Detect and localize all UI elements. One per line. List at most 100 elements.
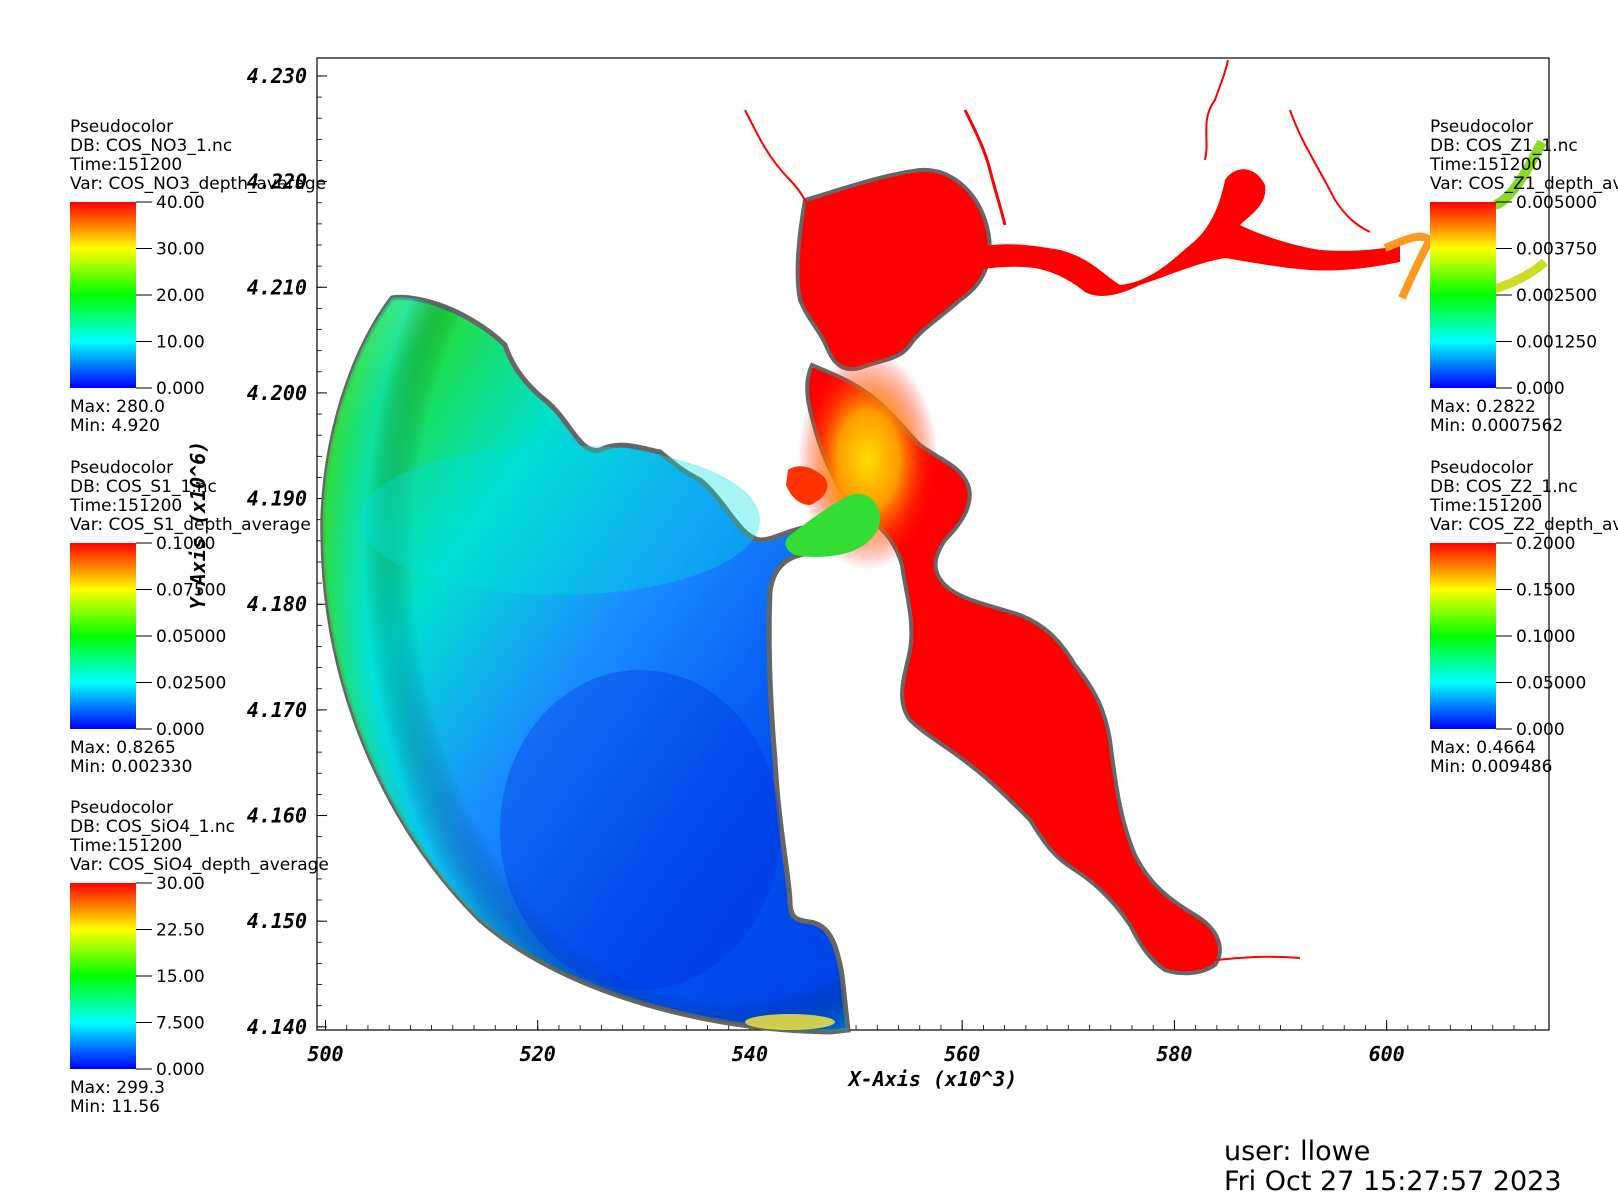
golden-gate-strait (785, 493, 881, 557)
legend-time: Time:151200 (69, 155, 182, 175)
colorbar-tick-label: 20.00 (156, 286, 205, 306)
colorbar-tick-label: 0.1000 (1516, 627, 1575, 647)
estuary-map (320, 59, 1548, 1035)
sacramento-river (1204, 59, 1229, 161)
colorbar-tick-label: 0.05000 (156, 627, 226, 647)
colorbar-tick-label: 0.07500 (156, 581, 226, 601)
footer: user: llowe Fri Oct 27 15:27:57 2023 (1224, 1136, 1562, 1197)
san-joaquin-channel (1289, 109, 1371, 233)
colorbar (1430, 543, 1496, 729)
plot-frame (316, 57, 1550, 1031)
legend-time: Time:151200 (1429, 496, 1542, 516)
colorbar (70, 202, 136, 388)
legend-db: DB: COS_Z2_1.nc (1430, 477, 1578, 497)
ocean-cyan-band (360, 445, 760, 595)
north-river-channel (744, 109, 811, 211)
legend-type: Pseudocolor (70, 798, 173, 818)
legend-time: Time:151200 (1429, 155, 1542, 175)
colorbar (70, 883, 136, 1069)
colorbar-tick-label: 0.000 (156, 379, 205, 399)
y-tick-label: 4.170 (247, 698, 307, 722)
y-tick-label: 4.160 (247, 804, 307, 828)
suisun-channel (970, 169, 1400, 296)
colorbar-tick-label: 0.1000 (156, 534, 215, 554)
colorbar-tick-label: 0.000 (156, 1060, 205, 1080)
colorbar (70, 543, 136, 729)
ocean-deep-blue (500, 670, 780, 990)
x-tick-label: 520 (520, 1042, 556, 1066)
marin-peninsula-inlet (786, 466, 828, 505)
ocean-rim-shading (322, 297, 848, 1032)
legend-min: Min: 4.920 (70, 416, 160, 436)
legend-var: Var: COS_Z1_depth_average (1430, 174, 1618, 194)
x-tick-label: 560 (944, 1042, 980, 1066)
legend-max: Max: 280.0 (70, 397, 165, 417)
southern-green-edge (745, 1014, 835, 1030)
legend-min: Min: 0.002330 (70, 757, 192, 777)
legend-max: Max: 0.8265 (70, 738, 176, 758)
y-tick-label: 4.150 (247, 909, 307, 933)
colorbar-tick-label: 22.50 (156, 921, 205, 941)
y-tick-label: 4.210 (247, 275, 307, 299)
colorbar-tick-label: 0.1500 (1516, 581, 1575, 601)
y-tick-label: 4.220 (247, 170, 307, 194)
colorbar-tick-label: 15.00 (156, 967, 205, 987)
x-tick-label: 580 (1156, 1042, 1192, 1066)
colorbar-tick-label: 0.2000 (1516, 534, 1575, 554)
legend-var: Var: COS_S1_depth_average (70, 515, 311, 535)
legend-db: DB: COS_S1_1.nc (70, 477, 217, 497)
legend-min: Min: 0.009486 (1430, 757, 1552, 777)
legend-var: Var: COS_SiO4_depth_average (70, 855, 329, 875)
delta-orange (1383, 232, 1436, 300)
legend-db: DB: COS_SiO4_1.nc (70, 817, 235, 837)
user-label: user: llowe (1224, 1136, 1370, 1167)
y-axis-title: Y-Axis (x10^6) (186, 441, 210, 610)
legend-time: Time:151200 (69, 496, 182, 516)
colorbar-tick-label: 0.000 (156, 720, 205, 740)
legend-var: Var: COS_Z2_depth_average (1430, 515, 1618, 535)
y-tick-label: 4.230 (247, 64, 307, 88)
colorbar-tick-label: 30.00 (156, 874, 205, 894)
legend-time: Time:151200 (69, 836, 182, 856)
colorbar-tick-label: 7.500 (156, 1014, 205, 1034)
colorbar-tick-label: 0.001250 (1516, 333, 1597, 353)
legend-min: Min: 0.0007562 (1430, 416, 1563, 436)
y-tick-label: 4.180 (247, 592, 307, 616)
colorbar-tick-label: 0.005000 (1516, 193, 1597, 213)
south-bay-tail (1214, 955, 1301, 961)
colorbar-tick-label: 0.000 (1516, 720, 1565, 740)
y-tick-label: 4.190 (247, 487, 307, 511)
y-tick-label: 4.200 (247, 381, 307, 405)
colorbar-tick-label: 10.00 (156, 333, 205, 353)
legend-type: Pseudocolor (1430, 458, 1533, 478)
legend-min: Min: 11.56 (70, 1097, 160, 1117)
plot-area: 500 520 540 560 580 600 4.2304.2204.2104.2004… (186, 57, 1550, 1091)
y-tick-label: 4.140 (247, 1015, 307, 1039)
x-axis-ticks: 500 520 540 560 580 600 (307, 1020, 1536, 1066)
legend-max: Max: 0.2822 (1430, 397, 1536, 417)
colorbar-tick-label: 0.002500 (1516, 286, 1597, 306)
north-bay (795, 167, 992, 372)
colorbar-tick-label: 0.003750 (1516, 240, 1597, 260)
colorbar-tick-label: 0.02500 (156, 674, 226, 694)
delta-green-upper (1492, 139, 1547, 210)
x-axis-title: X-Axis (x10^3) (847, 1067, 1018, 1091)
x-tick-label: 500 (307, 1042, 343, 1066)
colorbar-tick-label: 40.00 (156, 193, 205, 213)
x-tick-label: 600 (1369, 1042, 1405, 1066)
timestamp-label: Fri Oct 27 15:27:57 2023 (1224, 1166, 1562, 1197)
colorbar-tick-label: 30.00 (156, 240, 205, 260)
legend-max: Max: 0.4664 (1430, 738, 1536, 758)
legend-max: Max: 299.3 (70, 1078, 165, 1098)
colorbar (1430, 202, 1496, 388)
colorbar-tick-label: 0.000 (1516, 379, 1565, 399)
legend-var: Var: COS_NO3_depth_average (70, 174, 326, 194)
legend-db: DB: COS_Z1_1.nc (1430, 136, 1578, 156)
